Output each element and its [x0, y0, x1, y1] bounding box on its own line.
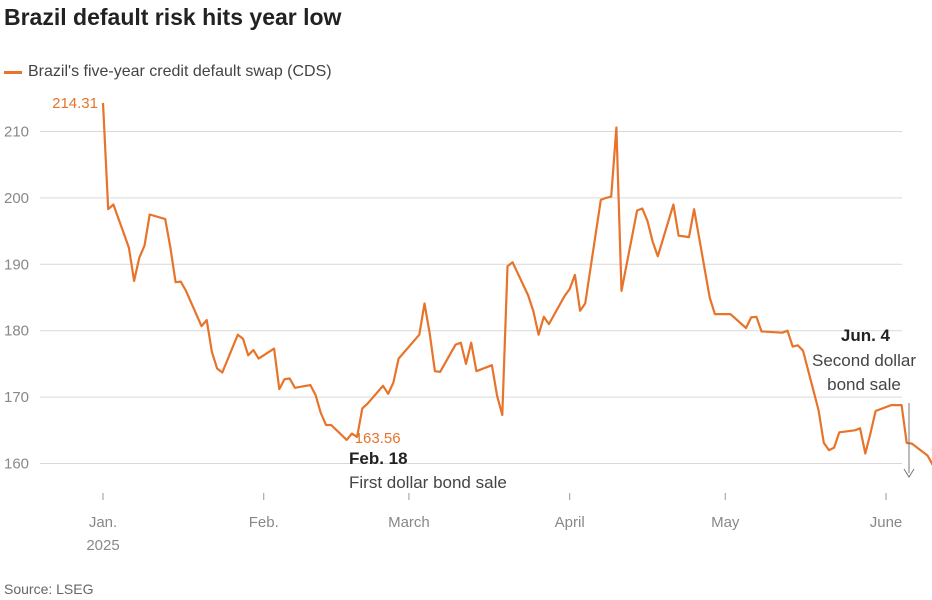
annotation-feb-18-title: Feb. 18	[349, 449, 408, 468]
annotation-jun-4-text-line2: bond sale	[827, 375, 901, 394]
chart-title: Brazil default risk hits year low	[4, 4, 342, 30]
annotation-jun-4-title: Jun. 4	[841, 326, 891, 345]
y-tick-label-190: 190	[4, 256, 29, 273]
data-label-1: 163.56	[355, 430, 401, 447]
annotation-jun-4: Jun. 4 Second dollar bond sale	[812, 326, 916, 478]
source-note: Source: LSEG	[4, 581, 94, 597]
cds-series-line	[101, 102, 932, 466]
gridlines	[40, 131, 902, 464]
annotation-feb-18: Feb. 18 First dollar bond sale	[349, 449, 507, 492]
annotation-arrowhead	[903, 468, 915, 478]
y-tick-label-170: 170	[4, 389, 29, 406]
x-tick-label-3: April	[555, 514, 585, 531]
x-axis-ticks: Jan. 2025 Feb. March April May June	[86, 493, 902, 554]
legend-label: Brazil's five-year credit default swap (…	[28, 63, 332, 80]
y-tick-label-210: 210	[4, 124, 29, 141]
legend: Brazil's five-year credit default swap (…	[4, 63, 332, 81]
legend-swatch	[4, 70, 22, 74]
y-tick-label-160: 160	[4, 456, 29, 473]
y-tick-label-200: 200	[4, 190, 29, 207]
x-tick-label-4: May	[711, 514, 740, 531]
y-tick-label-180: 180	[4, 323, 29, 340]
x-tick-label-5: June	[870, 514, 903, 531]
x-tick-sublabel-0: 2025	[86, 537, 119, 554]
x-tick-label-1: Feb.	[249, 514, 279, 531]
annotation-feb-18-text: First dollar bond sale	[349, 473, 507, 492]
data-label-0: 214.31	[52, 95, 98, 112]
annotation-jun-4-text-line1: Second dollar	[812, 351, 916, 370]
y-axis-ticks: 160 170 180 190 200 210	[4, 124, 29, 473]
x-tick-label-0: Jan.	[89, 514, 117, 531]
x-tick-label-2: March	[388, 514, 430, 531]
